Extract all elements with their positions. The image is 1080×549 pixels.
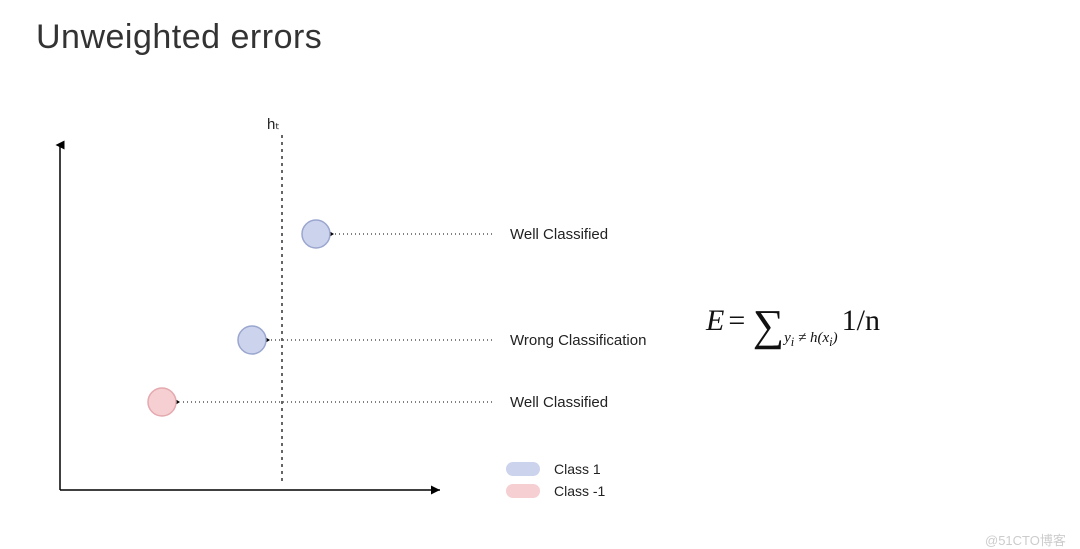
formula-sigma: ∑	[753, 301, 784, 350]
formula-tail: 1/n	[842, 304, 880, 337]
legend-label: Class -1	[554, 483, 605, 499]
data-point	[302, 220, 330, 248]
legend-swatch	[506, 484, 540, 498]
legend-label: Class 1	[554, 461, 601, 477]
watermark: @51CTO博客	[985, 530, 1066, 549]
formula-subscript: yi ≠ h(xi)	[784, 330, 838, 346]
boundary-label: hₜ	[267, 115, 280, 133]
data-point	[148, 388, 176, 416]
point-annotation: Well Classified	[510, 226, 608, 243]
point-annotation: Well Classified	[510, 394, 608, 411]
legend-swatch	[506, 462, 540, 476]
formula-eq: =	[728, 304, 752, 337]
formula-E: E	[706, 304, 724, 337]
data-point	[238, 326, 266, 354]
point-annotation: Wrong Classification	[510, 332, 646, 349]
error-formula: E = ∑ yi ≠ h(xi) 1/n	[706, 300, 880, 351]
